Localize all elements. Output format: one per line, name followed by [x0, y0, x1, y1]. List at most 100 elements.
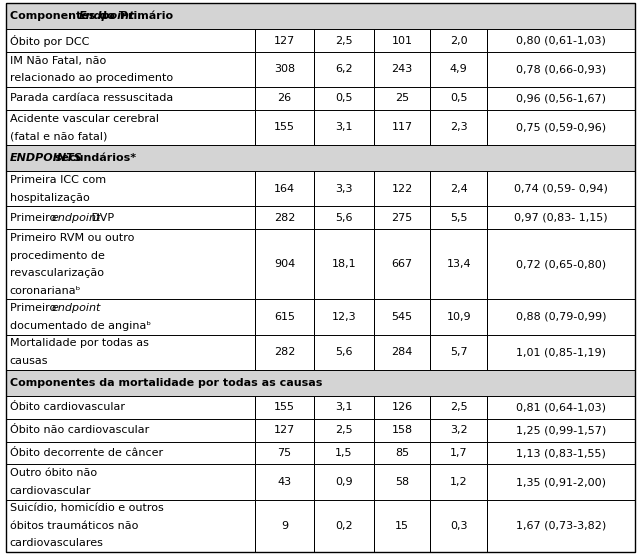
- Text: 3,2: 3,2: [450, 425, 467, 435]
- Bar: [6, 335, 635, 370]
- Text: 12,3: 12,3: [332, 312, 356, 322]
- Bar: [314, 52, 374, 87]
- Bar: [6, 110, 254, 145]
- Bar: [374, 442, 431, 465]
- Text: 58: 58: [395, 477, 409, 487]
- Text: 2,0: 2,0: [450, 36, 467, 46]
- Bar: [431, 206, 487, 229]
- Text: (fatal e não fatal): (fatal e não fatal): [10, 131, 107, 141]
- Bar: [6, 52, 254, 87]
- Text: 904: 904: [274, 259, 295, 269]
- Bar: [254, 442, 314, 465]
- Bar: [6, 3, 635, 29]
- Text: 2,5: 2,5: [335, 425, 353, 435]
- Text: 0,88 (0,79-0,99): 0,88 (0,79-0,99): [515, 312, 606, 322]
- Bar: [431, 171, 487, 206]
- Bar: [254, 110, 314, 145]
- Bar: [374, 229, 431, 300]
- Text: Acidente vascular cerebral: Acidente vascular cerebral: [10, 114, 158, 124]
- Bar: [487, 110, 635, 145]
- Bar: [6, 465, 254, 500]
- Bar: [254, 87, 314, 110]
- Bar: [314, 465, 374, 500]
- Bar: [6, 206, 635, 229]
- Text: Endpoint: Endpoint: [79, 11, 135, 21]
- Text: 243: 243: [392, 64, 413, 74]
- Text: ENDPOINTS: ENDPOINTS: [10, 153, 82, 163]
- Bar: [254, 300, 314, 335]
- Text: Parada cardíaca ressuscitada: Parada cardíaca ressuscitada: [10, 93, 173, 103]
- Text: 0,75 (0,59-0,96): 0,75 (0,59-0,96): [516, 123, 606, 133]
- Bar: [431, 500, 487, 552]
- Text: 1,35 (0,91-2,00): 1,35 (0,91-2,00): [516, 477, 606, 487]
- Text: 1,7: 1,7: [450, 448, 467, 458]
- Text: Óbito decorrente de câncer: Óbito decorrente de câncer: [10, 448, 163, 458]
- Bar: [6, 87, 254, 110]
- Bar: [374, 206, 431, 229]
- Text: 15: 15: [395, 521, 409, 531]
- Bar: [374, 52, 431, 87]
- Bar: [487, 335, 635, 370]
- Text: 127: 127: [274, 36, 295, 46]
- Bar: [487, 171, 635, 206]
- Text: 122: 122: [392, 184, 413, 194]
- Text: 0,5: 0,5: [335, 93, 353, 103]
- Text: 0,9: 0,9: [335, 477, 353, 487]
- Bar: [6, 500, 254, 552]
- Text: 126: 126: [392, 402, 413, 412]
- Text: DVP: DVP: [88, 213, 115, 223]
- Bar: [374, 300, 431, 335]
- Bar: [374, 29, 431, 52]
- Bar: [6, 500, 635, 552]
- Text: hospitalização: hospitalização: [10, 193, 89, 203]
- Text: 164: 164: [274, 184, 295, 194]
- Bar: [6, 145, 635, 171]
- Bar: [431, 300, 487, 335]
- Bar: [6, 229, 635, 300]
- Bar: [6, 419, 635, 442]
- Bar: [374, 110, 431, 145]
- Text: Mortalidade por todas as: Mortalidade por todas as: [10, 339, 149, 349]
- Text: 75: 75: [278, 448, 292, 458]
- Text: 117: 117: [392, 123, 413, 133]
- Text: 0,72 (0,65-0,80): 0,72 (0,65-0,80): [516, 259, 606, 269]
- Text: 1,2: 1,2: [450, 477, 467, 487]
- Bar: [487, 500, 635, 552]
- Text: 4,9: 4,9: [450, 64, 467, 74]
- Bar: [254, 500, 314, 552]
- Bar: [6, 206, 254, 229]
- Text: 26: 26: [278, 93, 292, 103]
- Text: 0,78 (0,66-0,93): 0,78 (0,66-0,93): [516, 64, 606, 74]
- Text: Óbito cardiovascular: Óbito cardiovascular: [10, 402, 124, 412]
- Text: causas: causas: [10, 356, 48, 366]
- Text: 308: 308: [274, 64, 295, 74]
- Bar: [314, 442, 374, 465]
- Bar: [431, 29, 487, 52]
- Text: 284: 284: [392, 347, 413, 357]
- Bar: [6, 335, 254, 370]
- Bar: [254, 206, 314, 229]
- Text: cardiovasculares: cardiovasculares: [10, 538, 103, 548]
- Text: 85: 85: [395, 448, 409, 458]
- Bar: [487, 442, 635, 465]
- Bar: [314, 229, 374, 300]
- Bar: [314, 87, 374, 110]
- Bar: [6, 110, 635, 145]
- Bar: [254, 229, 314, 300]
- Text: 0,96 (0,56-1,67): 0,96 (0,56-1,67): [516, 93, 606, 103]
- Text: 127: 127: [274, 425, 295, 435]
- Bar: [487, 396, 635, 419]
- Text: 0,80 (0,61-1,03): 0,80 (0,61-1,03): [516, 36, 606, 46]
- Text: 10,9: 10,9: [446, 312, 471, 322]
- Text: endpoint: endpoint: [51, 213, 101, 223]
- Text: Primeiro: Primeiro: [10, 303, 60, 313]
- Bar: [254, 419, 314, 442]
- Bar: [374, 465, 431, 500]
- Bar: [314, 335, 374, 370]
- Bar: [431, 229, 487, 300]
- Bar: [6, 171, 254, 206]
- Bar: [431, 442, 487, 465]
- Text: secundários*: secundários*: [51, 153, 137, 163]
- Text: 1,01 (0,85-1,19): 1,01 (0,85-1,19): [516, 347, 606, 357]
- Bar: [487, 419, 635, 442]
